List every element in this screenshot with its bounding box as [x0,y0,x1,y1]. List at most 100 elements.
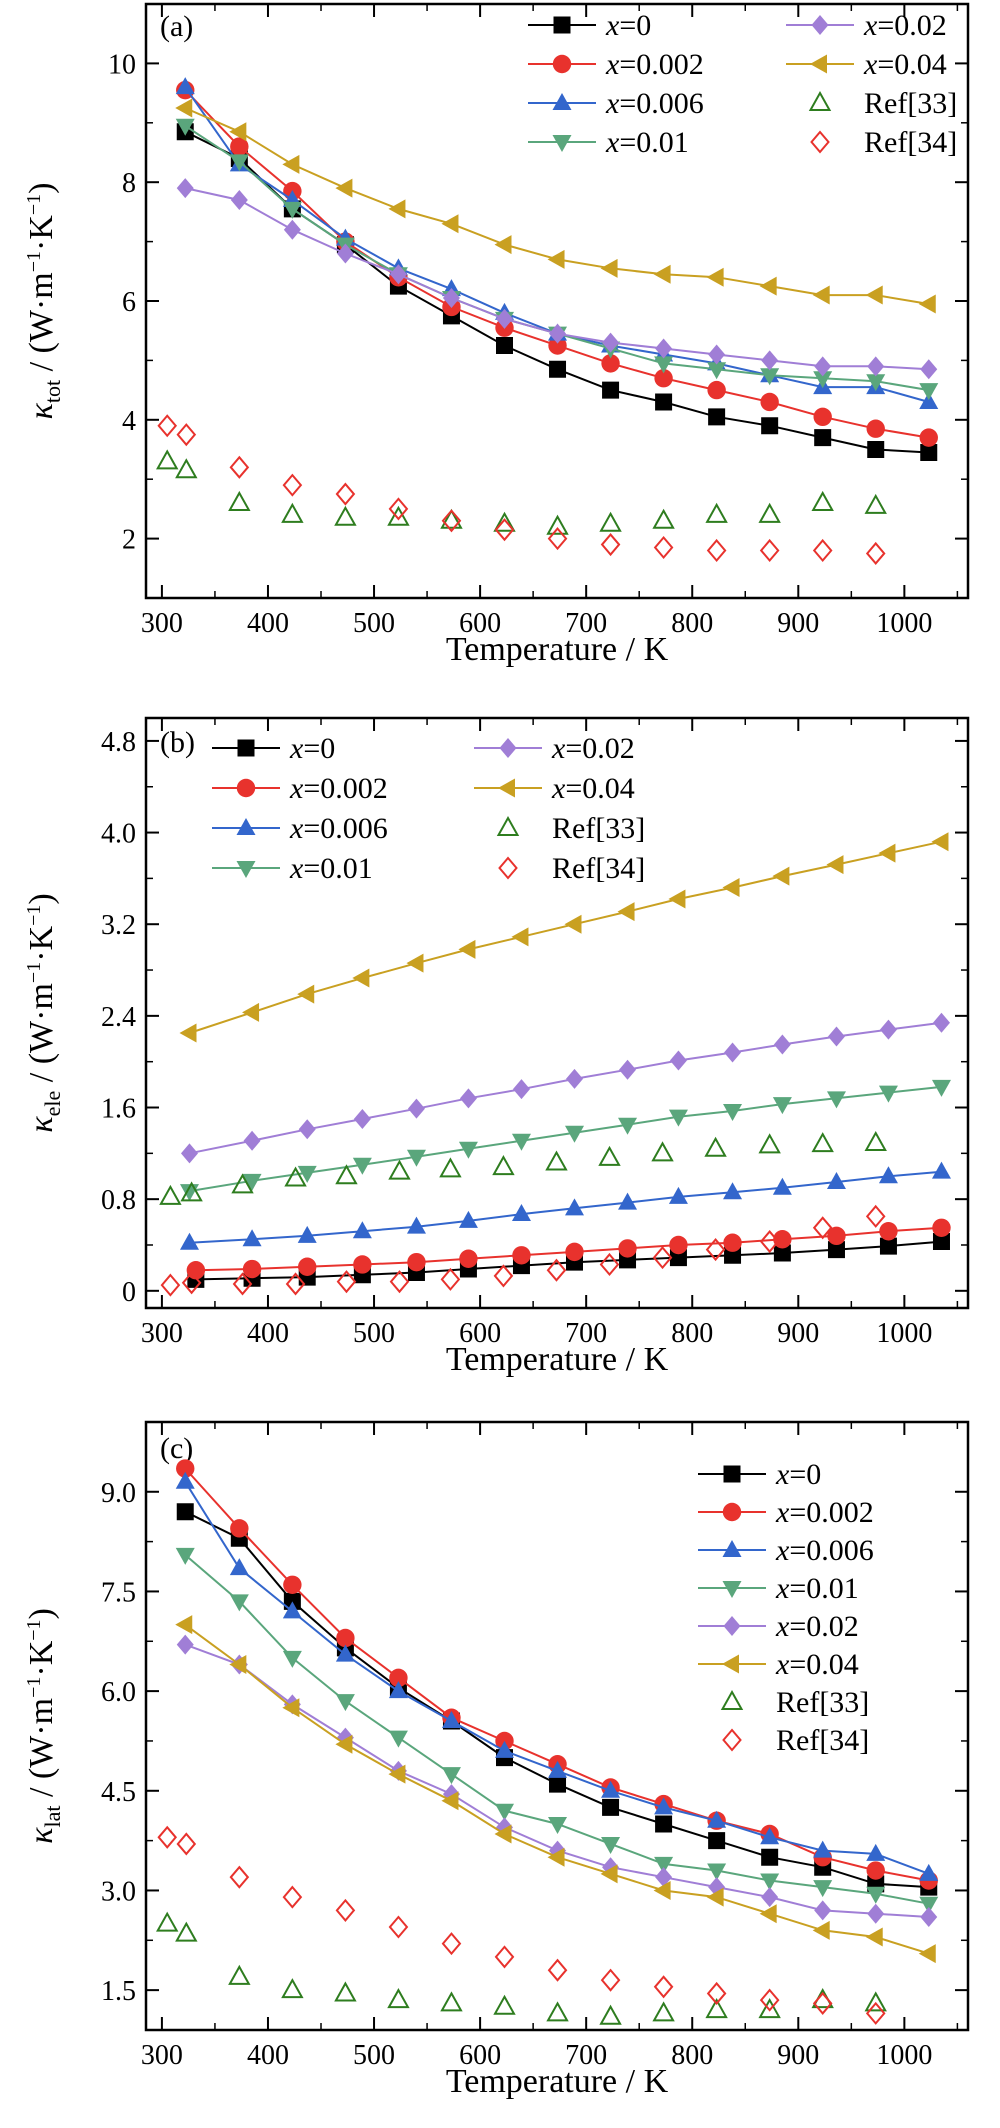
x-tick-label: 900 [777,608,819,639]
legend-marker [498,856,518,880]
data-point [878,1166,898,1184]
data-point [878,1085,898,1103]
legend: x=0 x=0.002 x=0.006 x=0.01 x=0.02 x=0.04 Ref[3… [212,732,645,885]
data-point [772,866,790,886]
data-point [879,1019,897,1040]
data-point [175,77,195,95]
data-point [176,1459,195,1478]
x-tick-label: 500 [353,2040,395,2071]
data-point [867,356,885,377]
data-point [176,1634,194,1655]
legend-entry-x002: x=0.002 [528,48,704,81]
data-point [229,1594,249,1612]
data-point [668,1109,688,1127]
legend-entry-x02: x=0.02 [698,1610,859,1643]
data-point [284,1166,307,1187]
data-point [760,1827,780,1845]
legend-label: Ref[34] [864,126,957,159]
data-point [669,1249,687,1267]
legend-marker [811,15,829,35]
data-point [407,1098,425,1119]
data-point [298,1119,316,1140]
data-point [918,1944,936,1964]
data-point [229,1655,247,1675]
data-point [229,154,249,172]
panel-1: 300 400 500 600 700 800 900 1000 2 4 6 8 10 Temperatu… [23,2,970,668]
data-point [602,1798,620,1816]
y-tick-label: 4 [122,406,136,437]
data-point [932,1012,950,1033]
data-point [353,1108,371,1129]
data-point [387,505,410,526]
legend-label: x=0 [289,732,335,765]
legend-entry-x006: x=0.006 [698,1534,874,1567]
data-point [547,527,568,551]
legend-entry-x002: x=0.002 [698,1496,874,1529]
data-point [919,428,938,447]
legend-label: x=0.01 [775,1572,859,1605]
data-point [617,902,635,922]
data-point [601,1836,621,1854]
data-point [494,235,512,255]
plot-frame [144,716,970,1310]
data-point [773,1034,791,1055]
data-point [564,914,582,934]
data-point [335,178,353,198]
legend-label: x=0.002 [289,772,388,805]
data-point [758,502,781,523]
y-tick-label: 4.0 [101,819,136,850]
data-point [813,407,832,427]
data-point [759,538,780,563]
legend-marker [722,1502,742,1522]
series-x01 [179,1079,951,1202]
legend-label: x=0.04 [775,1648,859,1681]
x-tick-label: 400 [247,608,289,639]
data-point [813,1840,833,1858]
data-point [157,414,178,438]
data-point [866,1886,886,1904]
data-point [175,458,198,479]
y-tick-label: 1.5 [101,1976,136,2007]
panel-2: 300 400 500 600 700 800 900 1000 0 0.8 1.6 2.4 3.2 4.… [23,716,970,1378]
legend-marker [237,739,255,757]
data-point [723,1233,742,1252]
data-point [618,1239,637,1258]
data-point [336,1270,357,1294]
data-point [654,1797,674,1815]
series-x02 [180,1012,950,1164]
data-point [495,308,513,329]
data-point [406,1149,426,1167]
legend: x=0 x=0.002 x=0.006 x=0.01 x=0.02 x=0.04 Ref[3… [698,1458,874,1757]
data-point [706,538,727,563]
y-tick-label: 10 [108,49,136,80]
data-point [297,984,315,1004]
data-point [388,1730,408,1748]
data-point [175,1615,193,1635]
data-point [407,1252,426,1272]
data-point [619,1059,637,1080]
data-point [864,1991,887,2012]
data-point [547,1958,568,1982]
legend: x=0 x=0.002 x=0.006 x=0.01 x=0.02 x=0.04 Ref[3… [528,9,957,159]
x-tick-label: 1000 [876,608,932,639]
data-point [156,1911,179,1932]
data-point [548,1817,568,1835]
data-point [866,419,885,438]
data-point [512,1079,530,1100]
data-point [387,1988,410,2009]
legend-entry-x01: x=0.01 [698,1572,859,1605]
x-tick-label: 1000 [876,1318,932,1349]
data-point [708,344,726,365]
data-point [866,374,886,392]
legend-entry-ref34: Ref[34] [810,126,957,159]
data-point [160,1273,181,1297]
data-point [918,294,936,314]
data-point [773,1244,791,1262]
series-x01 [175,1547,939,1914]
data-point [442,288,460,309]
data-point [229,455,250,479]
y-tick-label: 6.0 [101,1677,136,1708]
legend-entry-x01: x=0.01 [528,126,689,159]
data-point [866,1861,885,1880]
legend-label: x=0.02 [775,1610,859,1643]
